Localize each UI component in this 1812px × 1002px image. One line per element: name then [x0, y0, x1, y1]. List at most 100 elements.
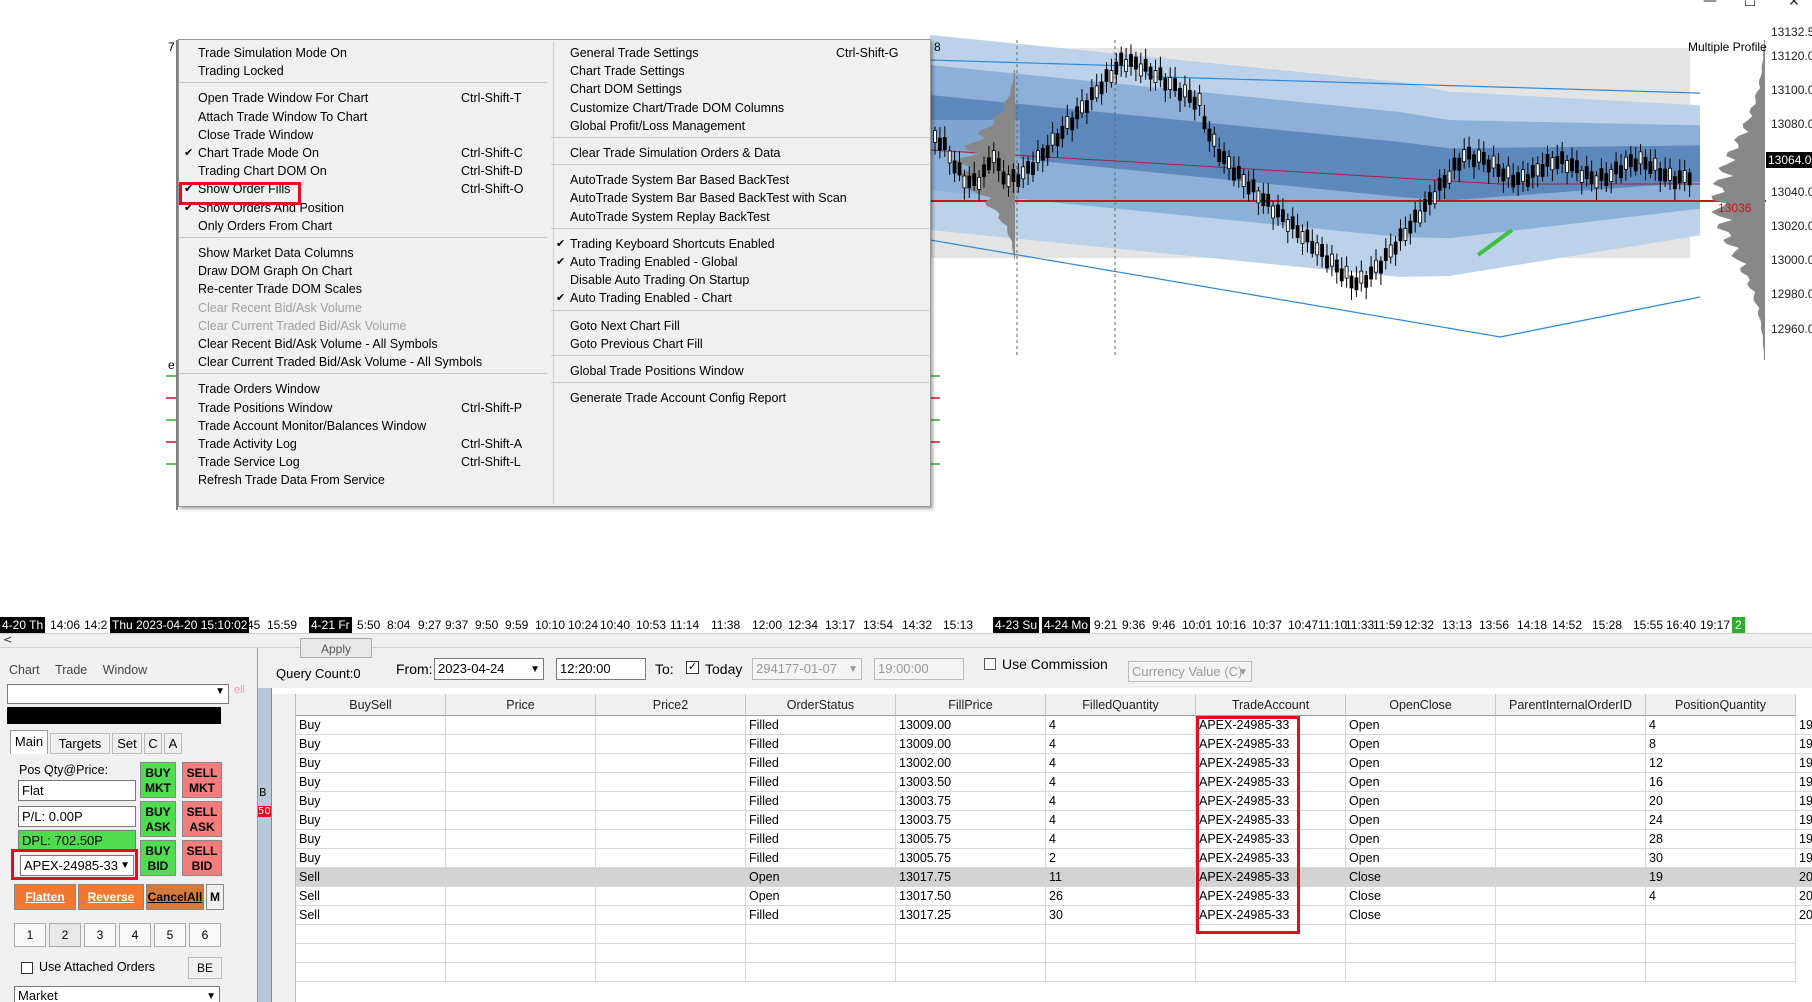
- flatten-button[interactable]: Flatten: [14, 884, 76, 910]
- column-header-buysell[interactable]: BuySell: [296, 694, 446, 716]
- menu-item-attach-trade-window-to-chart[interactable]: Attach Trade Window To Chart: [179, 108, 547, 127]
- apply-button[interactable]: Apply: [300, 638, 372, 658]
- menu-item-trade-orders-window[interactable]: Trade Orders Window: [179, 380, 547, 399]
- grid-cell-orderstatus[interactable]: Filled: [746, 849, 896, 868]
- grid-cell-orderstatus[interactable]: Filled: [746, 716, 896, 735]
- grid-cell-price2[interactable]: [596, 944, 746, 963]
- buy-bid-button[interactable]: BUY BID: [140, 840, 176, 876]
- menu-item-autotrade-system-bar-based-backtest-with-scan[interactable]: AutoTrade System Bar Based BackTest with…: [551, 189, 929, 208]
- grid-cell-overflow[interactable]: 20: [1796, 887, 1812, 906]
- grid-cell-overflow[interactable]: 19: [1796, 830, 1812, 849]
- grid-cell-fillprice[interactable]: 13003.75: [896, 792, 1046, 811]
- grid-cell-buysell[interactable]: Buy: [296, 735, 446, 754]
- menu-item-chart-dom-settings[interactable]: Chart DOM Settings: [551, 80, 929, 99]
- grid-cell-price[interactable]: [446, 868, 596, 887]
- grid-cell-filledquantity[interactable]: 11: [1046, 868, 1196, 887]
- grid-cell-price2[interactable]: [596, 811, 746, 830]
- grid-cell-buysell[interactable]: [296, 944, 446, 963]
- menu-item-chart-trade-mode-on[interactable]: ✔ Chart Trade Mode On Ctrl-Shift-C: [179, 144, 547, 163]
- grid-cell-parentinternalorderid[interactable]: [1496, 963, 1646, 982]
- grid-cell-orderstatus[interactable]: Filled: [746, 792, 896, 811]
- menu-item-trade-account-monitor-balances-window[interactable]: Trade Account Monitor/Balances Window: [179, 417, 547, 436]
- grid-cell-orderstatus[interactable]: Filled: [746, 754, 896, 773]
- grid-cell-filledquantity[interactable]: 4: [1046, 792, 1196, 811]
- menu-item-general-trade-settings[interactable]: General Trade Settings Ctrl-Shift-G: [551, 44, 929, 63]
- grid-cell-fillprice[interactable]: 13017.50: [896, 887, 1046, 906]
- grid-cell-price2[interactable]: [596, 773, 746, 792]
- quantity-button-4[interactable]: 4: [119, 923, 151, 947]
- grid-cell-fillprice[interactable]: [896, 925, 1046, 944]
- grid-cell-filledquantity[interactable]: 4: [1046, 735, 1196, 754]
- menu-item-only-orders-from-chart[interactable]: Only Orders From Chart: [179, 217, 547, 236]
- grid-cell-orderstatus[interactable]: Filled: [746, 906, 896, 925]
- menu-item-trading-chart-dom-on[interactable]: Trading Chart DOM On Ctrl-Shift-D: [179, 162, 547, 181]
- grid-cell-orderstatus[interactable]: Filled: [746, 811, 896, 830]
- grid-cell-parentinternalorderid[interactable]: [1496, 792, 1646, 811]
- grid-cell-overflow[interactable]: 19: [1796, 773, 1812, 792]
- quantity-button-6[interactable]: 6: [189, 923, 221, 947]
- grid-cell-openclose[interactable]: Close: [1346, 887, 1496, 906]
- grid-cell-fillprice[interactable]: 13003.75: [896, 811, 1046, 830]
- menu-item-auto-trading-enabled-chart[interactable]: ✔ Auto Trading Enabled - Chart: [551, 289, 929, 308]
- reverse-button[interactable]: Reverse: [78, 884, 144, 910]
- grid-cell-openclose[interactable]: Open: [1346, 792, 1496, 811]
- grid-cell-tradeaccount[interactable]: APEX-24985-33: [1196, 754, 1346, 773]
- trade-window[interactable]: Chart Trade Window ▼ ell Main Targets Se…: [0, 648, 265, 1002]
- break-even-button[interactable]: BE: [188, 957, 222, 979]
- grid-cell-fillprice[interactable]: [896, 963, 1046, 982]
- grid-cell-price[interactable]: [446, 811, 596, 830]
- grid-cell-price2[interactable]: [596, 849, 746, 868]
- menu-item-customize-chart-trade-dom-columns[interactable]: Customize Chart/Trade DOM Columns: [551, 99, 929, 118]
- maximize-icon[interactable]: ☐: [1743, 0, 1757, 10]
- grid-cell-filledquantity[interactable]: 30: [1046, 906, 1196, 925]
- tab-targets[interactable]: Targets: [50, 733, 110, 754]
- use-attached-checkbox[interactable]: [21, 962, 33, 974]
- grid-cell-tradeaccount[interactable]: APEX-24985-33: [1196, 906, 1346, 925]
- grid-cell-fillprice[interactable]: 13005.75: [896, 830, 1046, 849]
- grid-cell-parentinternalorderid[interactable]: [1496, 773, 1646, 792]
- m-button[interactable]: M: [206, 884, 224, 910]
- quantity-button-1[interactable]: 1: [14, 923, 46, 947]
- grid-cell-positionquantity[interactable]: 24: [1646, 811, 1796, 830]
- grid-cell-buysell[interactable]: [296, 925, 446, 944]
- grid-cell-price2[interactable]: [596, 716, 746, 735]
- grid-cell-buysell[interactable]: Sell: [296, 868, 446, 887]
- grid-cell-openclose[interactable]: Open: [1346, 735, 1496, 754]
- grid-cell-positionquantity[interactable]: 16: [1646, 773, 1796, 792]
- quantity-button-2[interactable]: 2: [49, 923, 81, 947]
- grid-cell-buysell[interactable]: Buy: [296, 754, 446, 773]
- grid-cell-filledquantity[interactable]: 4: [1046, 811, 1196, 830]
- grid-cell-price2[interactable]: [596, 830, 746, 849]
- grid-cell-price2[interactable]: [596, 887, 746, 906]
- column-header-price[interactable]: Price: [446, 694, 596, 716]
- grid-cell-orderstatus[interactable]: Open: [746, 868, 896, 887]
- grid-cell-filledquantity[interactable]: [1046, 963, 1196, 982]
- grid-cell-tradeaccount[interactable]: APEX-24985-33: [1196, 849, 1346, 868]
- grid-cell-openclose[interactable]: Open: [1346, 830, 1496, 849]
- menu-trade[interactable]: Trade: [55, 663, 88, 677]
- grid-cell-tradeaccount[interactable]: [1196, 925, 1346, 944]
- use-attached-label[interactable]: Use Attached Orders: [39, 960, 156, 974]
- symbol-dropdown[interactable]: ▼: [7, 684, 229, 704]
- time-axis[interactable]: 4-20 Th 14:06 14:2 Thu 2023-04-20 15:10:02 4…: [0, 617, 1812, 633]
- grid-cell-fillprice[interactable]: 13017.25: [896, 906, 1046, 925]
- tab-set[interactable]: Set: [112, 733, 142, 754]
- grid-cell-orderstatus[interactable]: [746, 944, 896, 963]
- grid-cell-positionquantity[interactable]: 4: [1646, 887, 1796, 906]
- grid-cell-positionquantity[interactable]: 30: [1646, 849, 1796, 868]
- column-header-filledquantity[interactable]: FilledQuantity: [1046, 694, 1196, 716]
- grid-cell-positionquantity[interactable]: 4: [1646, 716, 1796, 735]
- column-header-orderstatus[interactable]: OrderStatus: [746, 694, 896, 716]
- grid-cell-fillprice[interactable]: 13002.00: [896, 754, 1046, 773]
- menu-item-trade-service-log[interactable]: Trade Service Log Ctrl-Shift-L: [179, 453, 547, 472]
- menu-item-clear-recent-bid-ask-volume-all-symbols[interactable]: Clear Recent Bid/Ask Volume - All Symbol…: [179, 335, 547, 354]
- trade-window-menu[interactable]: Chart Trade Window: [9, 663, 147, 677]
- grid-cell-overflow[interactable]: 20: [1796, 868, 1812, 887]
- menu-item-trading-keyboard-shortcuts-enabled[interactable]: ✔ Trading Keyboard Shortcuts Enabled: [551, 235, 929, 254]
- grid-cell-price[interactable]: [446, 830, 596, 849]
- grid-cell-openclose[interactable]: [1346, 944, 1496, 963]
- grid-cell-overflow[interactable]: 19: [1796, 811, 1812, 830]
- query-bar[interactable]: Apply Query Count:0 From: 2023-04-24 ▼ 1…: [258, 638, 1812, 688]
- menu-item-disable-auto-trading-on-startup[interactable]: Disable Auto Trading On Startup: [551, 271, 929, 290]
- grid-cell-parentinternalorderid[interactable]: [1496, 849, 1646, 868]
